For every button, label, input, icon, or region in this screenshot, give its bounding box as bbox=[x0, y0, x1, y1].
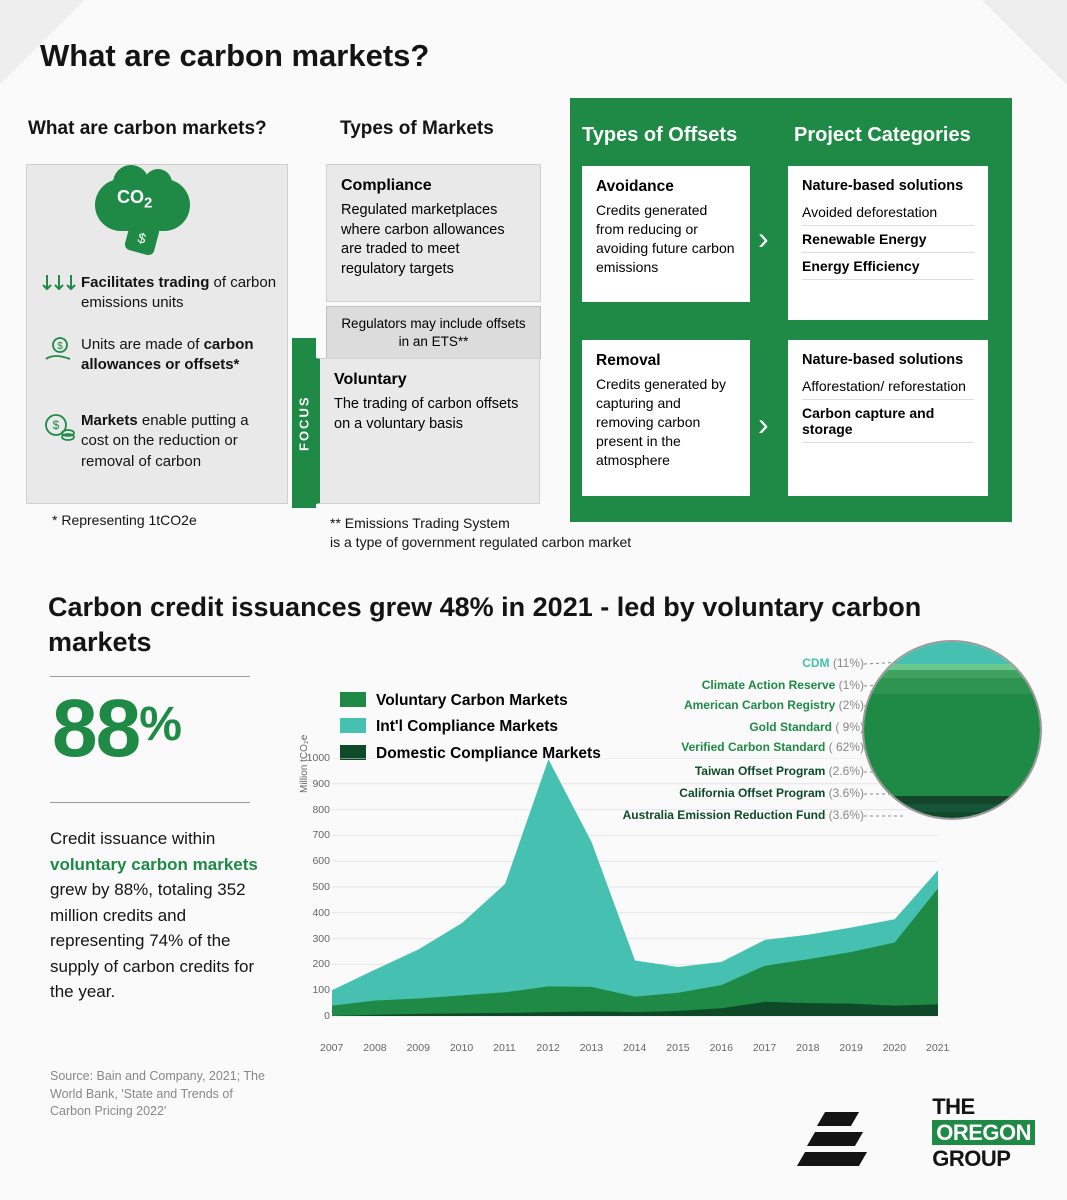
avoidance-categories: Nature-based solutionsAvoided deforestat… bbox=[788, 166, 988, 320]
def-row-markets: $ Markets enable putting a cost on the r… bbox=[37, 411, 277, 472]
removal-categories: Nature-based solutionsAfforestation/ ref… bbox=[788, 340, 988, 496]
focus-tab: FOCUS bbox=[292, 338, 316, 508]
footnote-1: * Representing 1tCO2e bbox=[52, 512, 197, 528]
chart-legend: Voluntary Carbon MarketsInt'l Compliance… bbox=[340, 688, 601, 767]
removal-card: Removal Credits generated by capturing a… bbox=[582, 340, 750, 496]
col4-heading: Project Categories bbox=[794, 124, 971, 147]
page-title: What are carbon markets? bbox=[0, 0, 1067, 74]
regulators-note: Regulators may include offsets in an ETS… bbox=[326, 306, 541, 359]
def-row-units: $ Units are made of carbon allowances or… bbox=[37, 335, 277, 376]
legend-item: Voluntary Carbon Markets bbox=[340, 688, 601, 714]
avoidance-card: Avoidance Credits generated from reducin… bbox=[582, 166, 750, 302]
col1-heading: What are carbon markets? bbox=[28, 118, 267, 140]
stat-88pct: 88% bbox=[52, 682, 180, 776]
svg-text:$: $ bbox=[53, 418, 60, 432]
chevron-right-icon: › bbox=[758, 220, 769, 257]
footnote-2: ** Emissions Trading System is a type of… bbox=[330, 514, 631, 552]
divider bbox=[50, 676, 250, 677]
chevron-right-icon: › bbox=[758, 406, 769, 443]
col2-heading: Types of Markets bbox=[340, 118, 494, 140]
legend-item: Int'l Compliance Markets bbox=[340, 714, 601, 740]
oregon-group-logo: THE OREGON GROUP bbox=[932, 1094, 1035, 1172]
definition-box: CO2 $ Facilitates trading of carbon emis… bbox=[26, 164, 288, 504]
hand-dollar-icon: $ bbox=[37, 335, 81, 376]
svg-text:$: $ bbox=[57, 341, 63, 352]
coins-dollar-icon: $ bbox=[37, 411, 81, 472]
def-row-units-text: Units are made of carbon allowances or o… bbox=[81, 335, 277, 376]
top-section: What are carbon markets? Types of Market… bbox=[0, 98, 1067, 556]
source-text: Source: Bain and Company, 2021; The Worl… bbox=[50, 1068, 270, 1121]
compliance-box: Compliance Regulated marketplaces where … bbox=[326, 164, 541, 302]
stat-paragraph: Credit issuance within voluntary carbon … bbox=[50, 826, 262, 1005]
arrows-down-icon bbox=[37, 273, 81, 314]
logo-bars-icon bbox=[805, 1106, 875, 1168]
divider bbox=[50, 802, 250, 803]
voluntary-box: Voluntary The trading of carbon offsets … bbox=[316, 358, 540, 504]
def-row-trading: Facilitates trading of carbon emissions … bbox=[37, 273, 277, 314]
col3-heading: Types of Offsets bbox=[582, 124, 737, 147]
co2-icon: CO2 $ bbox=[95, 179, 195, 253]
magnifier-lens bbox=[862, 640, 1042, 820]
